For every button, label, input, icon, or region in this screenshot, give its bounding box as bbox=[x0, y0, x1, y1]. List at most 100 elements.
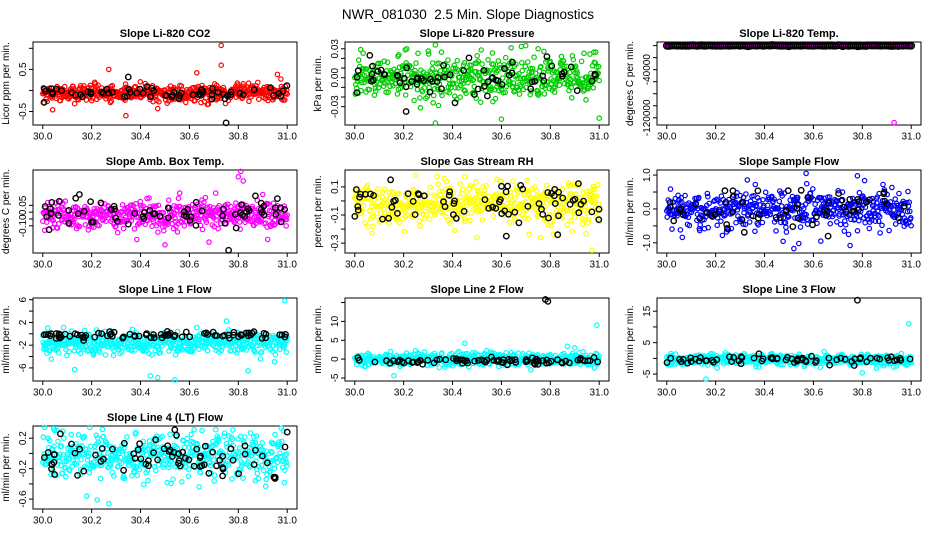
outlier-point bbox=[799, 188, 804, 193]
outlier-point bbox=[253, 193, 258, 198]
outlier-point bbox=[85, 494, 89, 498]
outlier-point bbox=[124, 114, 128, 118]
x-tick-label: 30.8 bbox=[541, 388, 561, 399]
outlier-point bbox=[499, 117, 503, 121]
x-tick-label: 30.6 bbox=[180, 132, 200, 143]
x-tick-label: 30.4 bbox=[755, 260, 775, 271]
x-tick-label: 30.0 bbox=[33, 260, 53, 271]
x-tick-label: 31.0 bbox=[277, 516, 297, 527]
x-tick-label: 30.6 bbox=[492, 388, 512, 399]
y-tick-label: 0.1 bbox=[330, 179, 341, 193]
x-tick-label: 30.2 bbox=[706, 260, 726, 271]
outlier-point bbox=[50, 108, 54, 112]
panel-title: Slope Amb. Box Temp. bbox=[106, 156, 225, 168]
y-tick-label: 6 bbox=[18, 296, 29, 302]
y-axis-title: ml/min per min. bbox=[625, 305, 636, 373]
x-tick-label: 30.8 bbox=[229, 260, 249, 271]
y-tick-label: 10 bbox=[330, 315, 341, 327]
x-tick-label: 30.4 bbox=[443, 132, 463, 143]
y-axis: 0.1-0.1-0.3 bbox=[330, 179, 345, 251]
x-tick-label: 30.4 bbox=[131, 132, 151, 143]
outlier-point bbox=[207, 240, 211, 244]
outlier-point bbox=[126, 74, 131, 79]
y-axis-title: Licor ppm per min. bbox=[1, 42, 12, 125]
outlier-point bbox=[595, 323, 599, 327]
outlier-point bbox=[241, 179, 245, 183]
x-tick-label: 31.0 bbox=[589, 388, 609, 399]
x-tick-label: 30.6 bbox=[180, 260, 200, 271]
data-points bbox=[665, 171, 914, 251]
x-tick-label: 30.8 bbox=[853, 132, 873, 143]
outlier-point bbox=[463, 341, 467, 345]
x-tick-label: 30.6 bbox=[180, 388, 200, 399]
outlier-point bbox=[414, 173, 418, 177]
x-tick-label: 30.8 bbox=[853, 388, 873, 399]
x-tick-label: 30.6 bbox=[804, 132, 824, 143]
x-tick-label: 30.8 bbox=[541, 132, 561, 143]
x-tick-label: 30.0 bbox=[33, 516, 53, 527]
x-tick-label: 30.8 bbox=[229, 388, 249, 399]
data-points bbox=[664, 42, 915, 125]
plot-frame bbox=[345, 298, 609, 381]
outlier-point bbox=[219, 63, 223, 67]
x-tick-label: 30.2 bbox=[82, 260, 102, 271]
outlier-point bbox=[275, 196, 280, 201]
y-tick-label: 0.03 bbox=[330, 39, 341, 59]
y-axis: -40000-120000 bbox=[642, 46, 657, 137]
outlier-point bbox=[266, 237, 270, 241]
data-points bbox=[353, 297, 602, 378]
outlier-point bbox=[195, 71, 199, 75]
x-tick-label: 31.0 bbox=[589, 132, 609, 143]
outlier-point bbox=[107, 67, 111, 71]
x-tick-label: 30.0 bbox=[33, 388, 53, 399]
panel-title: Slope Li-820 Temp. bbox=[739, 28, 838, 40]
outlier-point bbox=[107, 502, 111, 506]
x-tick-label: 30.0 bbox=[657, 260, 677, 271]
slope-amb-box-temp-plot: Slope Amb. Box Temp. 30.0 30.2 30.4 30.6 30.8… bbox=[0, 154, 312, 282]
outlier-point bbox=[156, 375, 160, 379]
x-tick-label: 30.0 bbox=[657, 132, 677, 143]
outlier-point bbox=[804, 171, 808, 175]
y-tick-label: -0.2 bbox=[18, 460, 29, 478]
y-axis: 155-5 bbox=[642, 305, 657, 378]
x-tick-label: 30.4 bbox=[131, 260, 151, 271]
x-tick-label: 31.0 bbox=[589, 260, 609, 271]
outlier-point bbox=[403, 109, 408, 114]
y-tick-label: -0.5 bbox=[18, 102, 29, 120]
outlier-point bbox=[860, 371, 864, 375]
outlier-point bbox=[236, 175, 240, 179]
outlier-point bbox=[792, 246, 796, 250]
outlier-point bbox=[825, 233, 830, 238]
y-tick-label: 0.0 bbox=[642, 202, 653, 216]
y-tick-label: -5 bbox=[642, 369, 653, 378]
y-tick-label: -40000 bbox=[642, 54, 653, 86]
y-axis: 0.030.00-0.03 bbox=[330, 39, 345, 118]
y-tick-label: -2 bbox=[18, 340, 29, 349]
y-tick-label: -6 bbox=[18, 363, 29, 372]
panel-title: Slope Line 3 Flow bbox=[743, 284, 836, 296]
outlier-point bbox=[172, 427, 177, 432]
panel-title: Slope Line 4 (LT) Flow bbox=[107, 412, 223, 424]
panel-title: Slope Gas Stream RH bbox=[420, 156, 533, 168]
x-tick-label: 30.6 bbox=[492, 132, 512, 143]
y-tick-label: 5 bbox=[642, 339, 653, 345]
y-tick-label: -0.1 bbox=[330, 206, 341, 224]
x-tick-label: 30.2 bbox=[706, 132, 726, 143]
outlier-point bbox=[226, 248, 231, 253]
outlier-point bbox=[597, 116, 601, 120]
x-tick-label: 30.4 bbox=[131, 388, 151, 399]
outlier-point bbox=[855, 174, 859, 178]
y-tick-label: -1.0 bbox=[642, 234, 653, 252]
